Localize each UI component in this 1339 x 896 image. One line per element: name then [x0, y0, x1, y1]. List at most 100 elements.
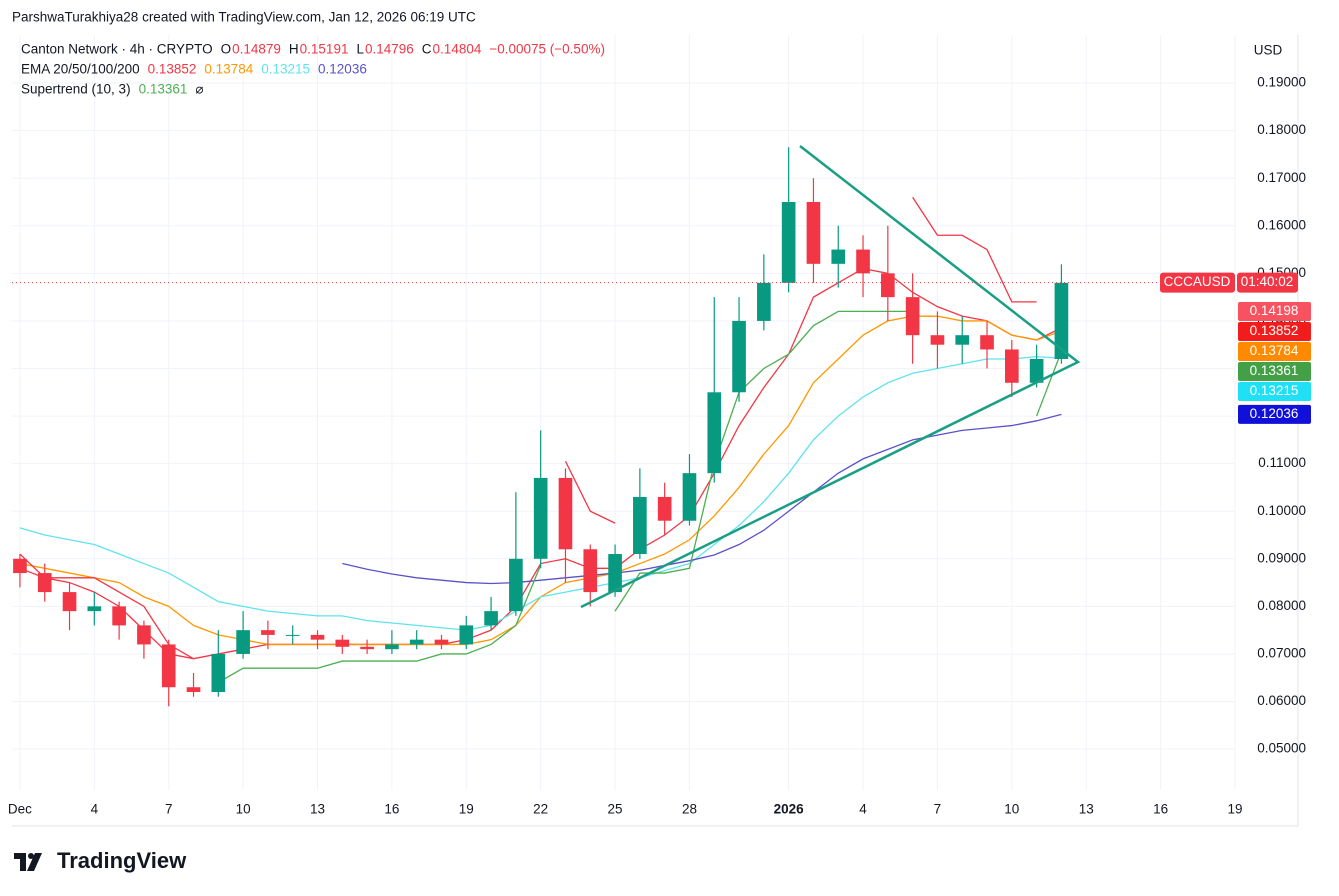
candle-body: [236, 630, 250, 654]
candle-body: [434, 639, 449, 645]
x-tick-label: 4: [859, 802, 867, 817]
price-badge-label: 0.13361: [1250, 363, 1299, 378]
x-tick-label: 16: [384, 802, 399, 817]
currency-box[interactable]: [1244, 38, 1292, 64]
legend-text: 0.13852: [148, 62, 197, 77]
candle-body: [608, 554, 622, 593]
candle-body: [533, 477, 548, 559]
y-tick-label: 0.09000: [1257, 550, 1306, 565]
legend-text: 0.13361: [139, 82, 188, 97]
candle-body: [137, 625, 151, 645]
candle-body: [558, 477, 573, 550]
y-tick-label: 0.16000: [1257, 217, 1306, 232]
candle-body: [335, 639, 350, 647]
brand: TradingView: [57, 848, 187, 873]
candle-body: [757, 282, 771, 321]
supertrend-down: [564, 460, 616, 524]
x-tick-label: 7: [934, 802, 942, 817]
x-tick-label: 13: [310, 802, 325, 817]
candle-body: [682, 473, 697, 521]
x-tick-label: 19: [1227, 802, 1242, 817]
y-tick-label: 0.17000: [1257, 170, 1306, 185]
price-badge-label: 0.13215: [1250, 383, 1299, 398]
price-badge-label: 0.13784: [1250, 343, 1299, 358]
currency: USD: [1254, 43, 1283, 58]
legend-text: H: [289, 42, 299, 57]
candle-body: [1029, 358, 1044, 383]
grid: [12, 35, 1236, 790]
price-badge-label: 0.14198: [1250, 303, 1299, 318]
candle-body: [409, 639, 424, 645]
legend-text: L: [356, 42, 364, 57]
supertrend-up: [1036, 351, 1063, 417]
candle-body: [707, 392, 722, 474]
trendline: [580, 145, 1081, 609]
y-tick-label: 0.18000: [1257, 122, 1306, 137]
countdown: 01:40:02: [1241, 274, 1294, 289]
legend-text: −0.00075 (−0.50%): [489, 42, 605, 57]
x-tick-label: 10: [1004, 802, 1019, 817]
price-badge: [1238, 362, 1311, 382]
y-tick-label: 0.11000: [1258, 455, 1306, 470]
legend-text: C: [422, 42, 432, 57]
symbol-box: [1160, 272, 1235, 293]
candle-body: [905, 297, 920, 336]
ema-line: [342, 413, 1062, 585]
price-badge: [1238, 322, 1311, 342]
candle-body: [806, 201, 821, 264]
x-tick-label: 4: [91, 802, 99, 817]
candle-body: [459, 625, 474, 645]
x-tick-label: 13: [1079, 802, 1094, 817]
candle-body: [633, 496, 647, 555]
candle-body: [509, 558, 523, 612]
supertrend-up: [217, 564, 542, 684]
x-tick-label: 25: [608, 802, 623, 817]
y-tick-label: 0.08000: [1257, 598, 1306, 613]
x-tick-label: 10: [236, 802, 251, 817]
price-badge: [1238, 382, 1311, 402]
candle-body: [484, 611, 498, 626]
x-tick-label: 2026: [774, 802, 805, 817]
candle-body: [87, 606, 102, 612]
candle-body: [732, 320, 746, 393]
x-tick-label: 16: [1153, 802, 1168, 817]
legend-text: 0.15191: [300, 42, 349, 57]
candle-body: [1054, 282, 1069, 359]
candle-body: [310, 634, 325, 640]
candle-body: [881, 273, 895, 298]
candle-body: [657, 496, 672, 521]
legend-text: 0.14796: [365, 42, 414, 57]
x-tick-label: 7: [165, 802, 173, 817]
legend-text: 0.14879: [232, 42, 281, 57]
candle-body: [261, 630, 275, 635]
price-badge: [1238, 404, 1311, 424]
candle-body: [62, 592, 77, 612]
candle-body: [385, 644, 399, 650]
legend-text: Supertrend (10, 3): [21, 82, 131, 97]
price-badge-label: 0.13852: [1250, 323, 1299, 338]
candle-body: [161, 644, 176, 688]
x-tick-label: Dec: [8, 802, 32, 817]
price-badge: [1238, 302, 1311, 322]
countdown-box: [1237, 272, 1298, 293]
candle-body: [930, 335, 945, 345]
legend-text: 0.13215: [261, 62, 310, 77]
x-tick-label: 28: [682, 802, 697, 817]
y-tick-label: 0.19000: [1257, 75, 1306, 90]
legend-text: O: [221, 42, 232, 57]
y-tick-label: 0.06000: [1257, 693, 1306, 708]
symbol-label: CCCAUSD: [1164, 274, 1231, 289]
legend-text: 0.13784: [204, 62, 253, 77]
y-tick-label: 0.07000: [1257, 646, 1306, 661]
legend-text: Canton Network · 4h · CRYPTO: [21, 42, 213, 57]
candle-body: [583, 549, 598, 593]
candle-body: [112, 606, 126, 626]
y-tick-label: 0.05000: [1257, 741, 1306, 756]
x-tick-label: 22: [533, 802, 548, 817]
candle-body: [37, 573, 52, 593]
legend-text: EMA 20/50/100/200: [21, 62, 140, 77]
candle-body: [186, 687, 201, 692]
candle-body: [781, 201, 796, 283]
